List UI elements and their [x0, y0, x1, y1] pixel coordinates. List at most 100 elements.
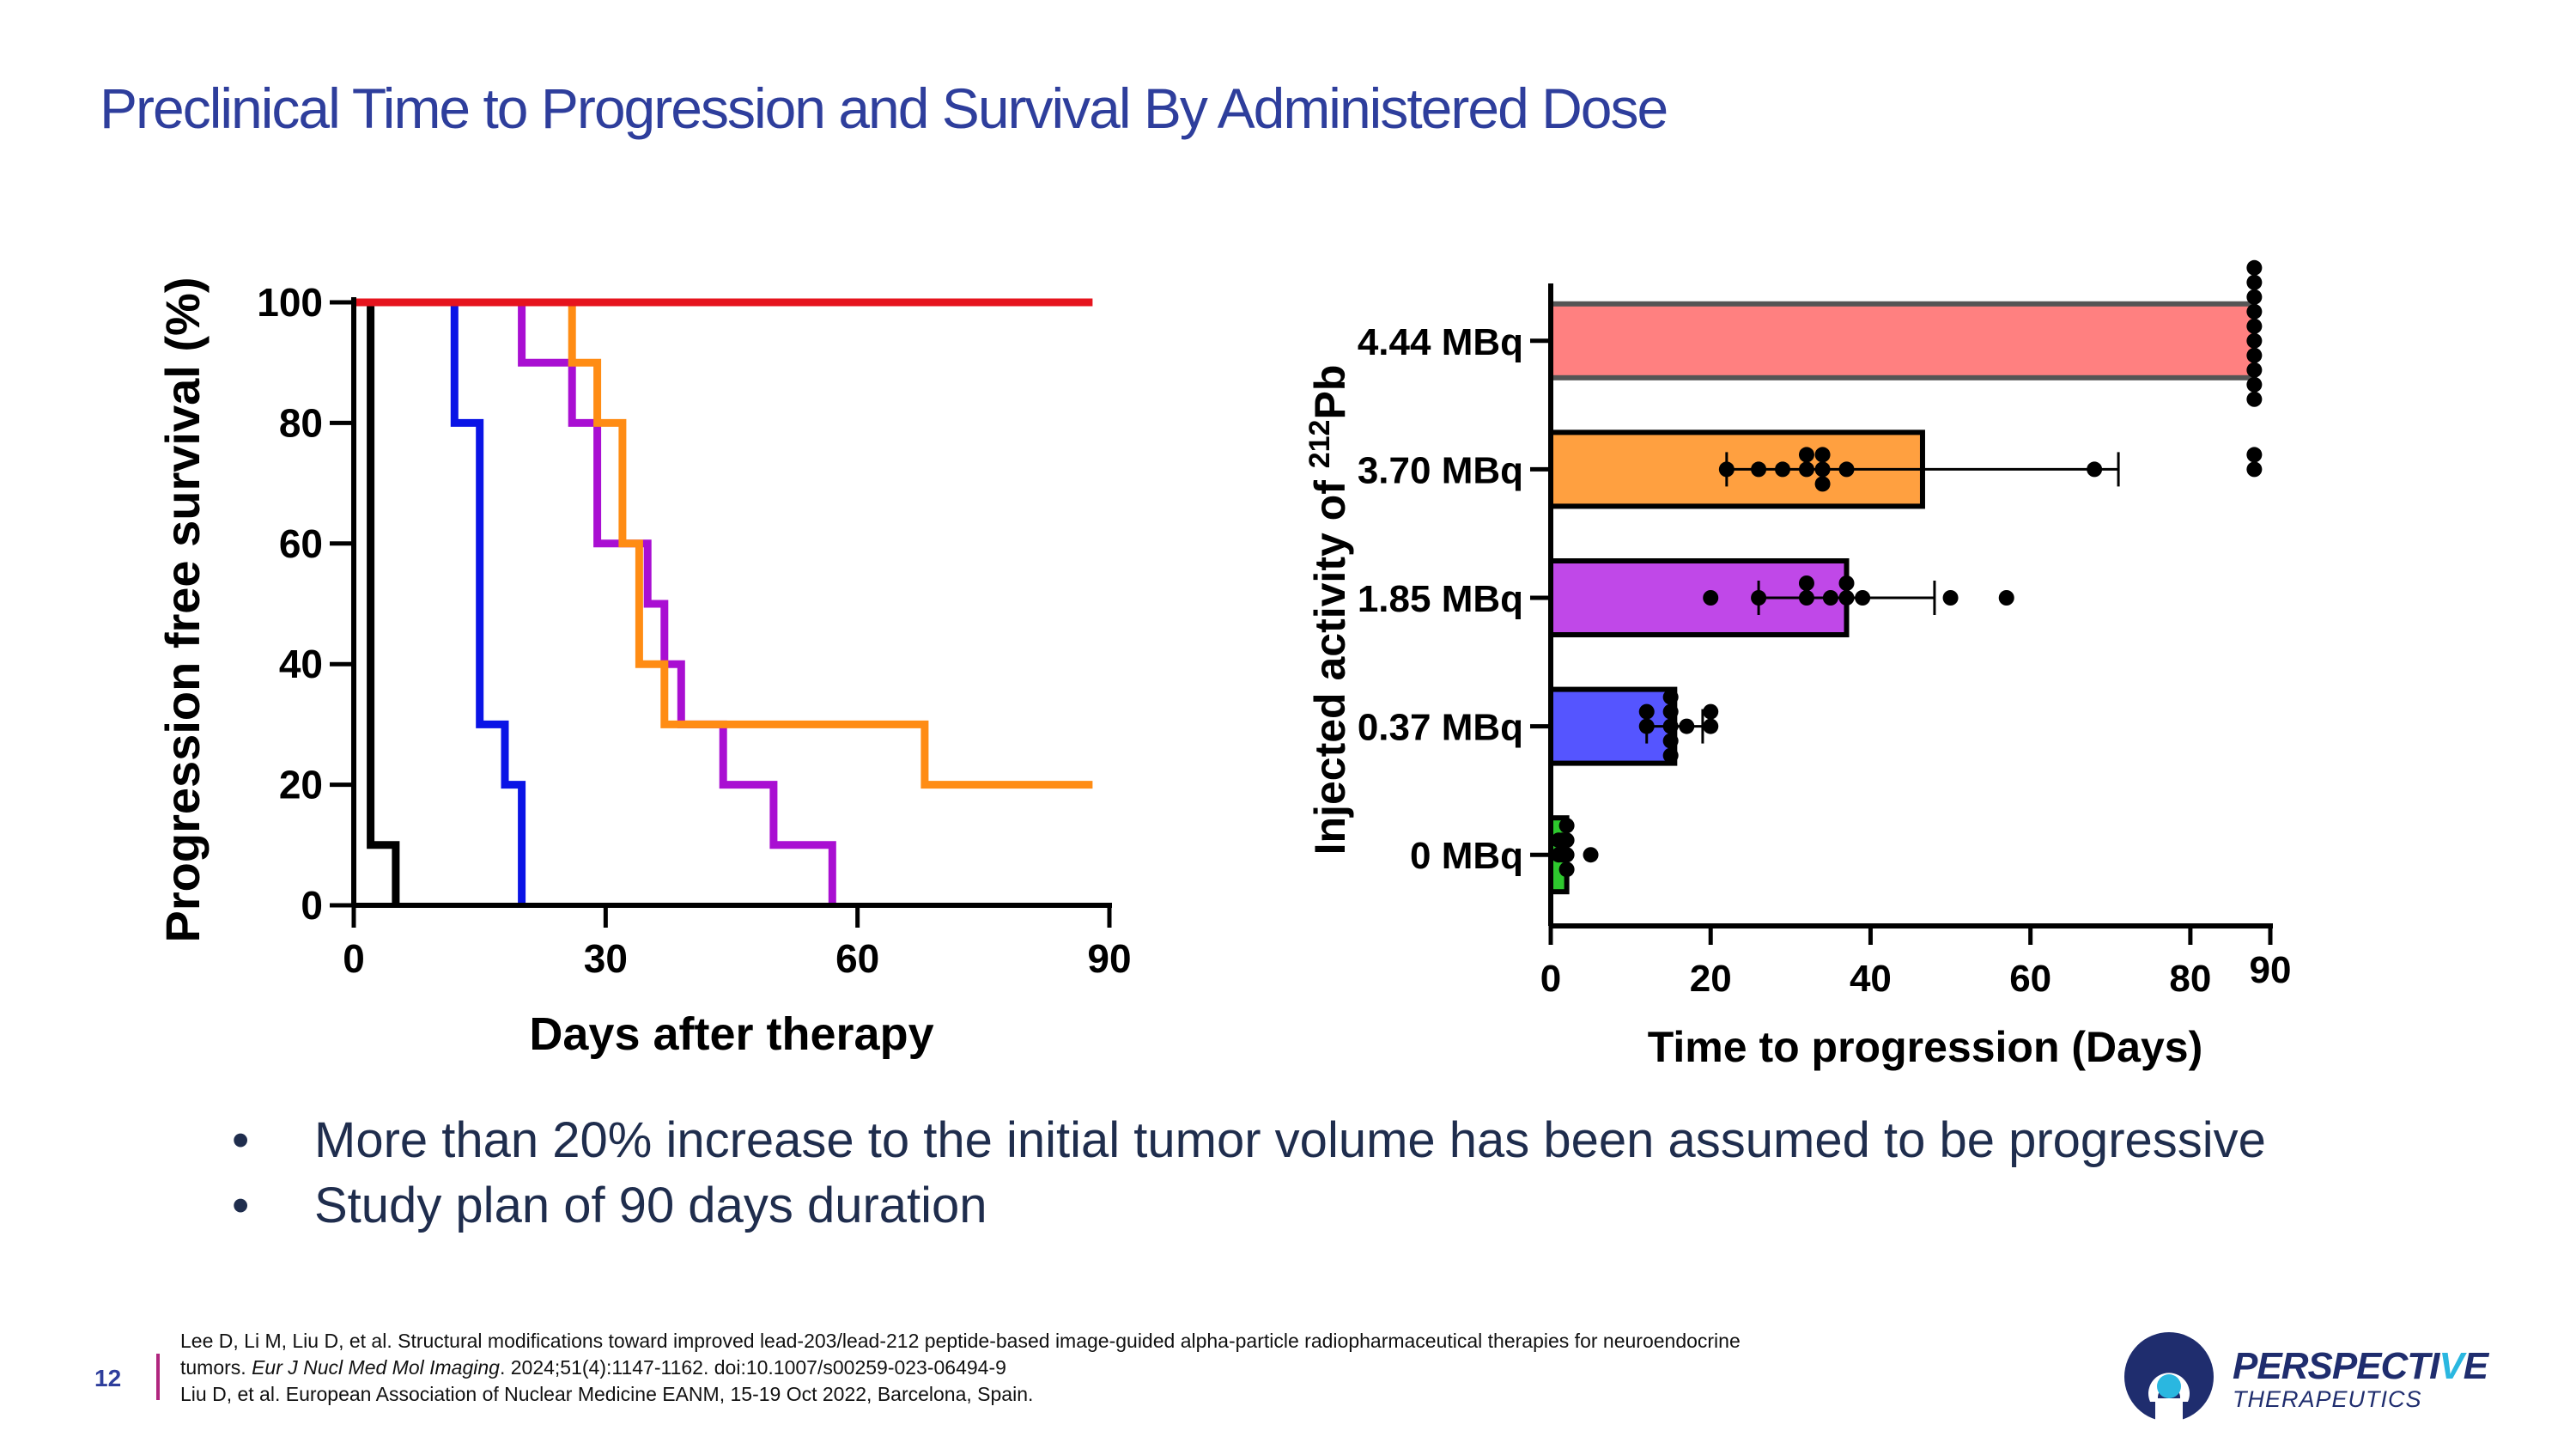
km-series-line-1: [354, 298, 526, 905]
data-point: [1855, 590, 1871, 606]
data-point: [1703, 718, 1719, 734]
data-point: [1798, 575, 1814, 591]
bar-category-label: 0 MBq: [1410, 835, 1523, 877]
data-point: [1798, 590, 1814, 606]
page-number: 12: [94, 1365, 122, 1391]
data-point: [1662, 718, 1679, 734]
km-y-axis-label: Progression free survival (%): [155, 277, 210, 943]
bar-x-tick-label: 40: [1850, 958, 1892, 1000]
data-point: [1798, 461, 1814, 478]
logo-word-accent: V: [2439, 1345, 2464, 1387]
data-point: [1662, 747, 1679, 764]
bar-x-tick-label: 60: [2009, 958, 2051, 1000]
data-point: [1751, 461, 1767, 478]
data-point: [1703, 590, 1719, 606]
data-point: [1679, 718, 1695, 734]
bar-y-axis-label: Injected activity of 212Pb: [1303, 365, 1354, 855]
data-point: [1822, 590, 1838, 606]
km-x-tick-label: 90: [1087, 936, 1131, 981]
data-point: [1838, 461, 1855, 478]
bar-x-tick-label: 20: [1690, 958, 1732, 1000]
bar-x-tick-label: 0: [1540, 958, 1561, 1000]
data-point: [1998, 590, 2014, 606]
data-point: [1662, 689, 1679, 705]
data-point: [2246, 259, 2263, 276]
data-point: [1558, 832, 1575, 849]
data-point: [1751, 590, 1767, 606]
reference-text: . 2024;51(4):1147-1162. doi:10.1007/s002…: [499, 1356, 1006, 1379]
data-point: [2246, 447, 2263, 463]
logo-subtitle: THERAPEUTICS: [2233, 1386, 2422, 1412]
data-point: [1638, 703, 1655, 720]
bar-y-axis-label-post: Pb: [1306, 365, 1354, 420]
logo-wordmark: PERSPECTIVE: [2233, 1345, 2488, 1388]
data-point: [2246, 376, 2263, 393]
reference-text: tumors.: [180, 1356, 252, 1379]
footer-divider: [156, 1354, 160, 1400]
km-y-tick-label: 20: [279, 763, 323, 807]
data-point: [2246, 332, 2263, 349]
data-point: [1558, 861, 1575, 878]
data-point: [1838, 590, 1855, 606]
data-point: [1838, 575, 1855, 591]
km-x-axis-label: Days after therapy: [529, 1008, 933, 1060]
data-point: [1814, 461, 1831, 478]
bar-x-axis-label: Time to progression (Days): [1648, 1023, 2202, 1071]
bar-x-tick-label: 80: [2169, 958, 2211, 1000]
data-point: [2087, 461, 2103, 478]
km-y-tick-label: 80: [279, 400, 323, 445]
bullet-item: • Study plan of 90 days duration: [232, 1173, 2266, 1239]
data-point: [1638, 718, 1655, 734]
data-point: [1703, 703, 1719, 720]
km-y-tick-label: 40: [279, 642, 323, 686]
company-logo: PERSPECTIVE THERAPEUTICS: [2121, 1330, 2516, 1424]
km-series-line-0: [354, 298, 400, 905]
reference-line: tumors. Eur J Nucl Med Mol Imaging. 2024…: [180, 1355, 1741, 1381]
data-point: [1662, 733, 1679, 749]
bullet-dot: •: [232, 1178, 250, 1233]
bullet-text: Study plan of 90 days duration: [314, 1178, 987, 1233]
data-point: [2246, 362, 2263, 378]
bar-category-label: 1.85 MBq: [1358, 578, 1523, 620]
bar-0: [1548, 301, 2257, 381]
data-point: [2246, 318, 2263, 334]
bullet-item: • More than 20% increase to the initial t…: [232, 1108, 2266, 1173]
logo-mark-icon: [2124, 1332, 2214, 1424]
reference-line: Lee D, Li M, Liu D, et al. Structural mo…: [180, 1330, 1741, 1352]
data-point: [2246, 347, 2263, 363]
data-point: [1558, 818, 1575, 834]
reference-journal: Eur J Nucl Med Mol Imaging: [252, 1356, 500, 1379]
data-point: [2246, 289, 2263, 305]
data-point: [1798, 447, 1814, 463]
bullet-text: More than 20% increase to the initial tu…: [314, 1112, 2266, 1168]
km-series-line-2: [354, 298, 836, 905]
bar-category-label: 4.44 MBq: [1358, 321, 1523, 363]
bar-chart: 4.44 MBq 3.70 MBq 1.85 MBq 0.37 MBq 0 MBq 0 20…: [1303, 259, 2292, 1071]
km-chart: 0 20 40 60 80 100 0 30 60 90 Days after therapy P…: [155, 277, 1132, 1060]
km-x-tick-label: 0: [343, 936, 365, 981]
data-point: [2246, 461, 2263, 478]
data-point: [1583, 847, 1599, 863]
km-x-tick-label: 30: [584, 936, 628, 981]
data-point: [1718, 461, 1735, 478]
logo-word-post: E: [2463, 1345, 2488, 1387]
data-point: [1662, 703, 1679, 720]
bar-x-tick-label: 90: [2250, 949, 2292, 991]
km-y-tick-label: 60: [279, 521, 323, 566]
bullet-list: • More than 20% increase to the initial t…: [232, 1108, 2266, 1239]
data-point: [1775, 461, 1791, 478]
km-y-tick-label: 0: [301, 883, 323, 928]
km-x-tick-label: 60: [835, 936, 879, 981]
reference-line: Liu D, et al. European Association of Nu…: [180, 1383, 1034, 1405]
bar-y-axis-label-pre: Injected activity of: [1306, 468, 1354, 855]
references: Lee D, Li M, Liu D, et al. Structural mo…: [180, 1328, 1741, 1408]
km-y-tick-label: 100: [257, 280, 323, 325]
km-series-line-3: [354, 298, 1093, 789]
bar-y-axis-label-sup: 212: [1303, 420, 1336, 469]
data-point: [1558, 847, 1575, 863]
data-point: [1942, 590, 1959, 606]
data-point: [1814, 447, 1831, 463]
bar-category-label: 3.70 MBq: [1358, 449, 1523, 491]
bar-category-label: 0.37 MBq: [1358, 707, 1523, 749]
data-point: [2246, 391, 2263, 407]
